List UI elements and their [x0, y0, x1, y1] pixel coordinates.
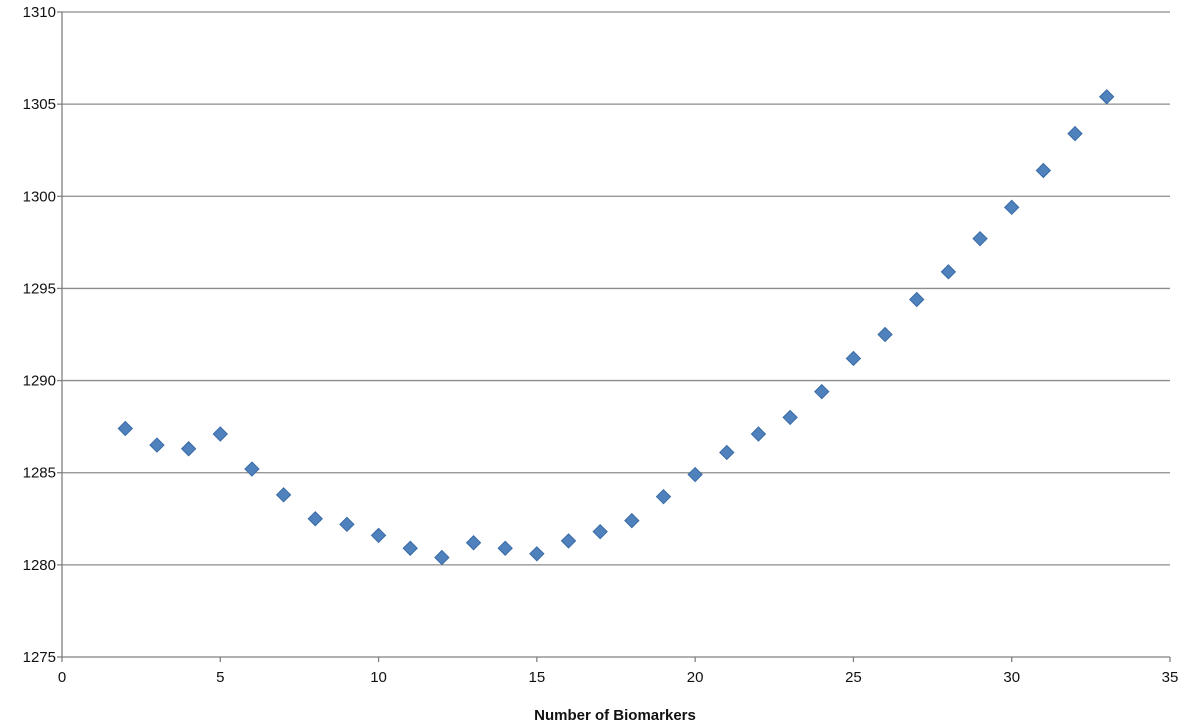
x-tick-label: 35	[1162, 669, 1179, 686]
data-point	[719, 444, 735, 461]
y-tick-label: 1310	[23, 4, 56, 21]
data-point	[687, 466, 703, 483]
x-tick-label: 30	[1003, 669, 1020, 686]
data-point	[750, 426, 767, 442]
x-axis-title: Number of Biomarkers	[534, 707, 696, 724]
data-point	[402, 540, 418, 556]
y-tick-label: 1290	[23, 373, 56, 390]
y-tick-label: 1275	[23, 649, 56, 666]
data-point	[560, 533, 577, 549]
data-point	[592, 523, 608, 540]
data-point	[497, 540, 513, 556]
data-point	[307, 511, 323, 527]
data-point	[814, 383, 830, 400]
tick-labels: 1275 1280 1285 1290 1295 1300 1305 1310 0 5 10 15 20…	[23, 4, 1179, 686]
data-point	[1004, 199, 1020, 216]
y-tick-label: 1300	[23, 188, 56, 205]
axes	[57, 11, 1171, 662]
data-point	[339, 516, 355, 533]
y-tick-label: 1295	[23, 280, 56, 297]
data-point	[940, 264, 957, 280]
data-point	[370, 527, 387, 544]
x-tick-label: 20	[687, 669, 704, 686]
x-tick-label: 25	[845, 669, 862, 686]
x-tick-label: 15	[529, 669, 546, 686]
data-point	[655, 488, 672, 505]
data-point	[275, 487, 292, 503]
data-point	[244, 461, 260, 477]
gridlines	[62, 11, 1170, 566]
data-point	[117, 420, 134, 437]
data-point	[1098, 89, 1115, 105]
data-point	[782, 409, 798, 426]
data-point	[434, 549, 450, 566]
data-point	[212, 426, 228, 442]
data-point	[180, 441, 197, 457]
data-point	[909, 291, 925, 308]
data-point	[972, 230, 988, 247]
data-point	[465, 535, 482, 551]
data-point	[845, 350, 862, 367]
x-tick-label: 0	[58, 669, 66, 686]
x-tick-label: 10	[370, 669, 387, 686]
data-point	[1035, 162, 1052, 179]
data-point	[624, 512, 640, 529]
data-point	[877, 326, 893, 343]
y-tick-label: 1285	[23, 465, 56, 482]
data-point	[149, 437, 165, 453]
y-tick-label: 1280	[23, 557, 56, 574]
y-tick-label: 1305	[23, 96, 56, 113]
data-point	[529, 546, 545, 562]
data-point	[1067, 125, 1083, 142]
data-points	[117, 89, 1115, 566]
x-tick-label: 5	[216, 669, 224, 686]
